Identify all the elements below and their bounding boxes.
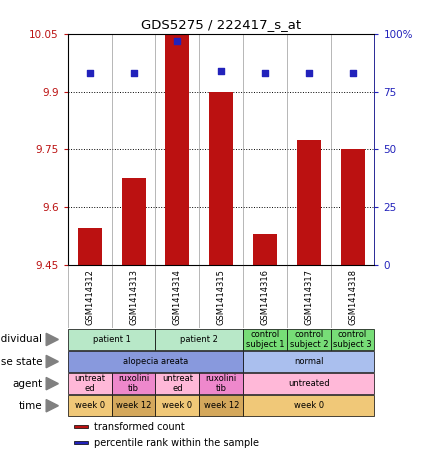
Bar xyxy=(122,178,145,265)
Text: control
subject 3: control subject 3 xyxy=(333,330,372,349)
Title: GDS5275 / 222417_s_at: GDS5275 / 222417_s_at xyxy=(141,19,301,31)
Point xyxy=(130,70,137,77)
Bar xyxy=(253,234,277,265)
Bar xyxy=(297,140,321,265)
Bar xyxy=(112,373,155,394)
Text: GSM1414317: GSM1414317 xyxy=(304,269,313,325)
Bar xyxy=(166,34,190,265)
Text: individual: individual xyxy=(0,334,42,344)
Bar xyxy=(68,395,112,416)
Point xyxy=(305,70,312,77)
Text: week 12: week 12 xyxy=(116,401,151,410)
Bar xyxy=(243,395,374,416)
Bar xyxy=(155,329,243,350)
Bar xyxy=(155,373,199,394)
Text: GSM1414312: GSM1414312 xyxy=(85,269,94,325)
Bar xyxy=(68,351,243,372)
Bar xyxy=(74,441,88,444)
Bar xyxy=(112,395,155,416)
Text: time: time xyxy=(18,401,42,411)
Text: patient 1: patient 1 xyxy=(93,335,131,344)
Bar xyxy=(155,395,199,416)
Point xyxy=(86,70,93,77)
Text: GSM1414315: GSM1414315 xyxy=(217,269,226,325)
Text: week 0: week 0 xyxy=(294,401,324,410)
Point xyxy=(349,70,356,77)
Text: GSM1414316: GSM1414316 xyxy=(261,269,269,325)
Text: disease state: disease state xyxy=(0,357,42,366)
Text: percentile rank within the sample: percentile rank within the sample xyxy=(94,438,259,448)
Polygon shape xyxy=(46,355,58,368)
Bar xyxy=(68,373,112,394)
Text: ruxolini
tib: ruxolini tib xyxy=(205,374,237,393)
Text: control
subject 1: control subject 1 xyxy=(246,330,284,349)
Bar xyxy=(78,228,102,265)
Point xyxy=(218,67,225,75)
Bar xyxy=(243,329,287,350)
Bar xyxy=(331,329,374,350)
Bar xyxy=(199,373,243,394)
Text: GSM1414314: GSM1414314 xyxy=(173,269,182,325)
Bar xyxy=(341,149,364,265)
Bar xyxy=(199,395,243,416)
Bar xyxy=(74,425,88,429)
Bar xyxy=(287,329,331,350)
Text: patient 2: patient 2 xyxy=(180,335,218,344)
Point xyxy=(174,37,181,44)
Text: week 0: week 0 xyxy=(162,401,192,410)
Text: week 12: week 12 xyxy=(204,401,239,410)
Text: alopecia areata: alopecia areata xyxy=(123,357,188,366)
Text: transformed count: transformed count xyxy=(94,422,185,432)
Text: GSM1414318: GSM1414318 xyxy=(348,269,357,325)
Text: ruxolini
tib: ruxolini tib xyxy=(118,374,149,393)
Bar xyxy=(68,329,155,350)
Text: control
subject 2: control subject 2 xyxy=(290,330,328,349)
Bar xyxy=(243,351,374,372)
Polygon shape xyxy=(46,400,58,412)
Text: GSM1414313: GSM1414313 xyxy=(129,269,138,325)
Text: normal: normal xyxy=(294,357,324,366)
Text: untreat
ed: untreat ed xyxy=(162,374,193,393)
Polygon shape xyxy=(46,377,58,390)
Text: agent: agent xyxy=(12,379,42,389)
Text: week 0: week 0 xyxy=(75,401,105,410)
Point xyxy=(261,70,268,77)
Bar xyxy=(209,92,233,265)
Text: untreat
ed: untreat ed xyxy=(74,374,105,393)
Bar xyxy=(243,373,374,394)
Text: untreated: untreated xyxy=(288,379,330,388)
Polygon shape xyxy=(46,333,58,346)
